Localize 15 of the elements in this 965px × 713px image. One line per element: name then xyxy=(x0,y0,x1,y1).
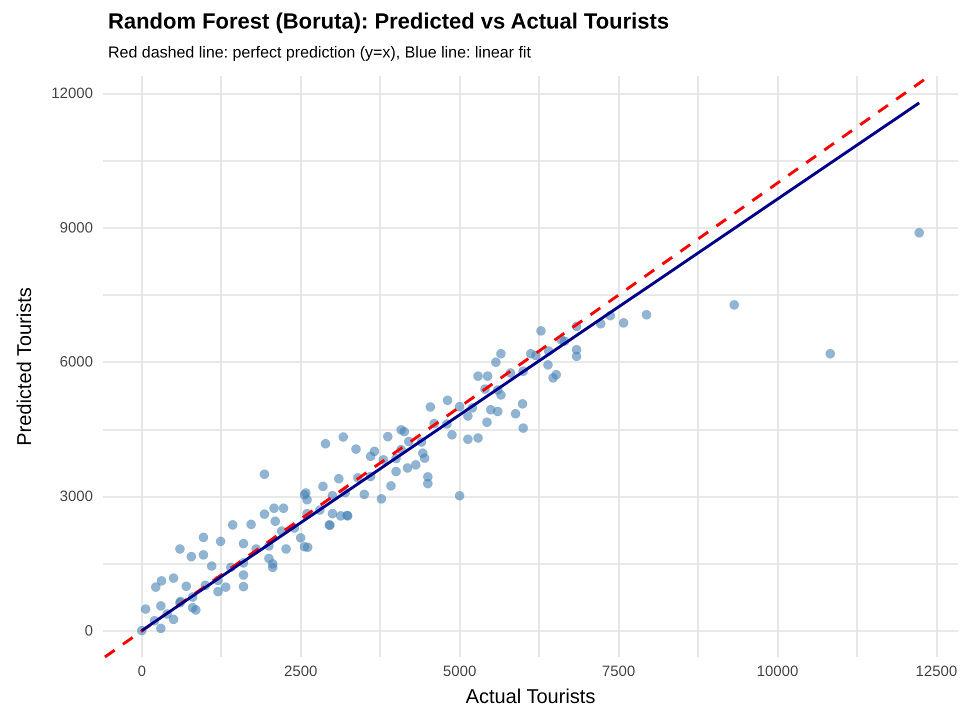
y-tick-label: 0 xyxy=(84,622,93,640)
chart-subtitle: Red dashed line: perfect prediction (y=x), Blue line: linear fit xyxy=(108,44,532,62)
y-tick-label: 6000 xyxy=(60,354,93,371)
y-tick-label: 3000 xyxy=(60,488,93,506)
y-axis-title: Predicted Tourists xyxy=(14,287,36,446)
x-tick-label: 10000 xyxy=(756,663,798,680)
y-tick-label: 12000 xyxy=(51,84,93,102)
x-tick-label: 7500 xyxy=(602,663,636,680)
x-axis-title: Actual Tourists xyxy=(466,686,596,708)
chart-title: Random Forest (Boruta): Predicted vs Actual Tourists xyxy=(108,8,670,34)
x-tick-label: 0 xyxy=(138,663,146,680)
x-tick-label: 12500 xyxy=(916,663,958,680)
y-tick-label: 9000 xyxy=(60,219,93,236)
x-tick-label: 2500 xyxy=(284,663,318,680)
x-tick-label: 5000 xyxy=(442,663,476,680)
